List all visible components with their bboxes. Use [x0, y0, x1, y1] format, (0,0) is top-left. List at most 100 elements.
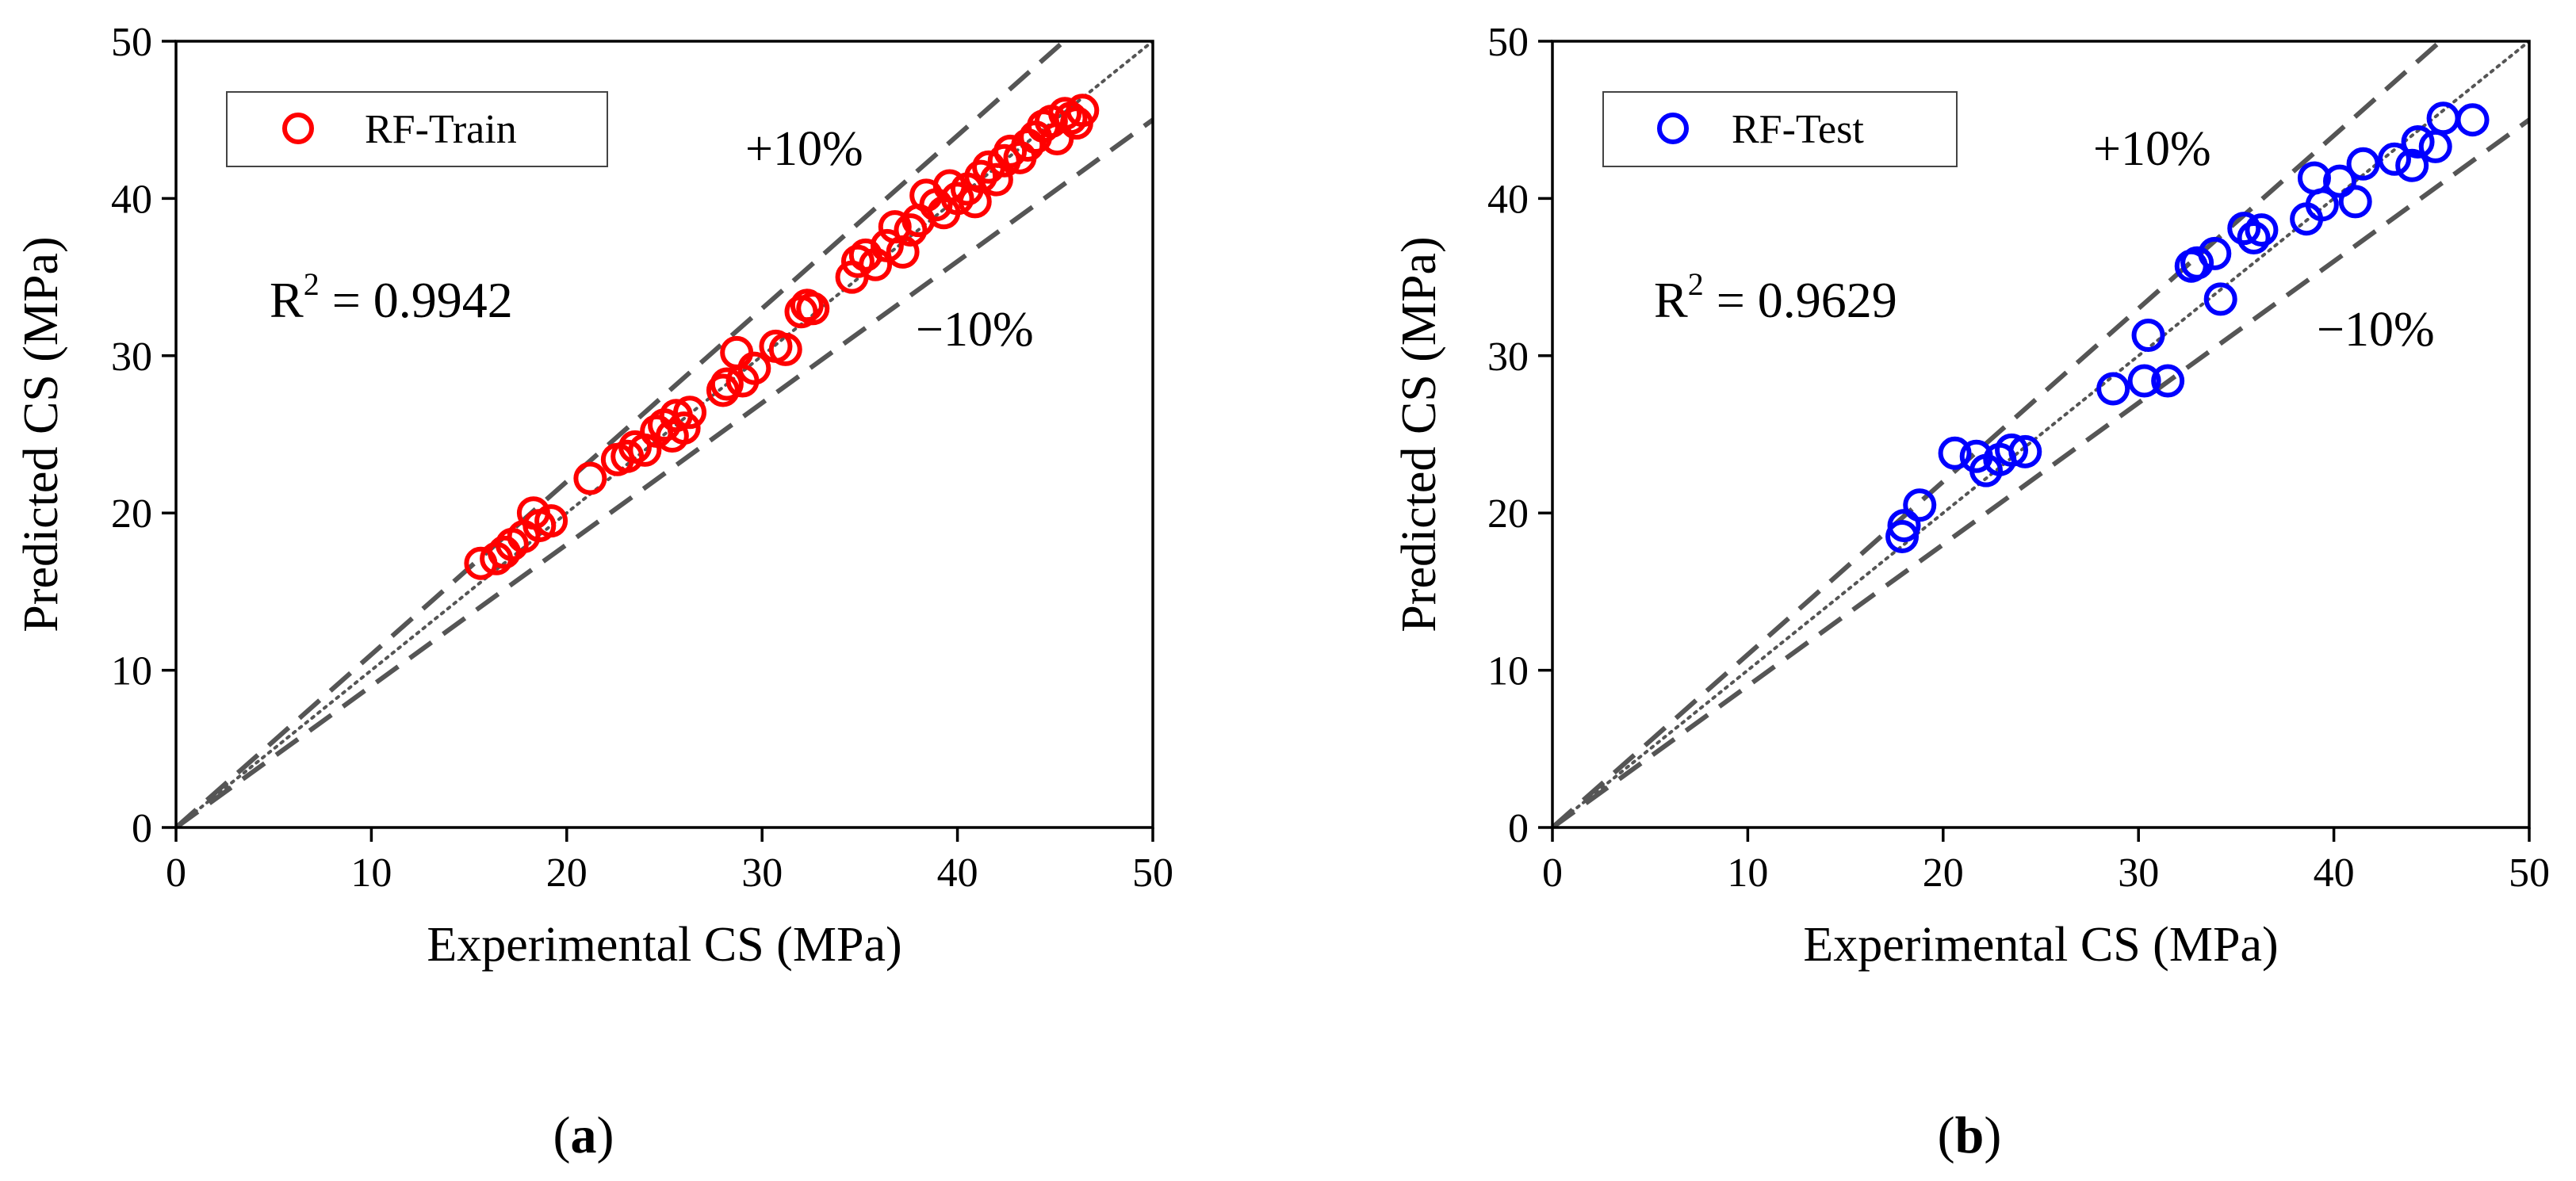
y-tick-label: 20 [111, 491, 152, 537]
y-tick-label: 30 [111, 334, 152, 380]
data-points [464, 94, 1100, 580]
data-point [2305, 188, 2339, 222]
data-point [1938, 436, 1972, 470]
data-point [2322, 164, 2356, 198]
y-tick-label: 50 [1487, 20, 1529, 65]
data-point [979, 162, 1013, 197]
axis-ticks: 0 10 20 30 40 50 0 10 20 30 40 50 [111, 20, 1173, 896]
data-point [1887, 509, 1921, 543]
x-tick-label: 10 [1727, 850, 1768, 896]
x-tick-label: 0 [1542, 850, 1563, 896]
x-tick-label: 20 [1923, 850, 1964, 896]
data-point [796, 292, 830, 326]
data-point [940, 182, 974, 216]
panel-b: 0 10 20 30 40 50 0 10 20 30 40 50 Experimental CS (… [1392, 20, 2550, 1164]
x-tick-label: 50 [2509, 850, 2550, 896]
data-point [1066, 94, 1100, 128]
data-point [894, 213, 928, 247]
data-point [1903, 488, 1937, 522]
y-axis-title: Predicted CS (MPa) [14, 236, 68, 632]
reference-line-identity [1552, 41, 2529, 827]
y-tick-label: 20 [1487, 491, 1529, 537]
data-point [710, 367, 744, 401]
data-point [848, 238, 882, 272]
y-axis-title: Predicted CS (MPa) [1392, 236, 1446, 632]
data-point [2338, 185, 2372, 219]
data-point [2008, 434, 2042, 468]
reference-line-plus-10 [176, 41, 1068, 827]
data-point [720, 335, 754, 369]
legend: RF-Test [1602, 91, 1958, 167]
data-point [573, 461, 607, 495]
plot-frame [174, 40, 1154, 829]
data-point [2377, 142, 2411, 176]
r-squared-superscript: 2 [304, 266, 320, 302]
panel-a: 0 10 20 30 40 50 0 10 20 30 40 50 Experimental CS (… [14, 20, 1173, 1164]
lower-band-label: −10% [2317, 303, 2435, 357]
y-tick-label: 0 [1508, 806, 1529, 851]
data-point [1995, 433, 2029, 467]
lower-band-label: −10% [916, 303, 1034, 357]
data-point [673, 396, 707, 430]
x-tick-label: 40 [937, 850, 978, 896]
data-point [2151, 364, 2185, 398]
r-squared-superscript: 2 [1688, 266, 1704, 302]
data-point [611, 439, 645, 473]
y-tick-label: 0 [132, 806, 152, 851]
data-point [737, 351, 771, 385]
legend-box [226, 91, 608, 167]
legend-marker [1657, 113, 1689, 144]
data-point [534, 504, 568, 538]
y-tick-label: 10 [1487, 649, 1529, 694]
data-point [2237, 221, 2271, 254]
legend-label: RF-Test [1732, 107, 1864, 152]
reference-line-identity [176, 41, 1153, 827]
reference-line-minus-10 [176, 117, 1153, 827]
data-point [2180, 246, 2214, 280]
data-point [886, 235, 920, 269]
legend-box [1602, 91, 1958, 167]
upper-band-label: +10% [745, 122, 863, 176]
x-tick-label: 30 [2118, 850, 2159, 896]
legend-label: RF-Train [365, 107, 517, 152]
r-squared-label: R2 = 0.9629 [1654, 266, 1897, 328]
x-tick-label: 0 [166, 850, 186, 896]
panel-label-b: (b) [1938, 1106, 2002, 1164]
x-tick-label: 10 [350, 850, 392, 896]
data-point [2426, 101, 2460, 136]
r-squared-label: R2 = 0.9942 [270, 266, 513, 328]
x-tick-label: 50 [1132, 850, 1173, 896]
data-point [2401, 124, 2435, 159]
y-tick-label: 30 [1487, 334, 1529, 380]
reference-lines [176, 41, 1153, 827]
x-tick-label: 40 [2314, 850, 2355, 896]
upper-band-label: +10% [2093, 122, 2211, 176]
y-tick-label: 40 [1487, 177, 1529, 222]
data-point [2346, 147, 2380, 181]
r-squared-value: = 0.9629 [1704, 272, 1897, 328]
x-tick-label: 20 [546, 850, 588, 896]
reference-line-minus-10 [1552, 117, 2529, 827]
x-tick-label: 30 [741, 850, 783, 896]
plot-frame [1551, 40, 2531, 829]
r-squared-r: R [270, 272, 304, 328]
data-point [2418, 129, 2452, 163]
data-point [2455, 103, 2490, 137]
data-point [2203, 282, 2237, 316]
data-point [840, 244, 875, 278]
data-point [964, 159, 998, 193]
data-point [768, 332, 802, 366]
y-tick-label: 40 [111, 177, 152, 222]
reference-line-plus-10 [1552, 41, 2444, 827]
data-point [2127, 364, 2161, 398]
axis-ticks: 0 10 20 30 40 50 0 10 20 30 40 50 [1487, 20, 2550, 896]
data-point [2395, 148, 2429, 182]
data-point [667, 411, 701, 445]
r-squared-value: = 0.9942 [320, 272, 513, 328]
y-tick-label: 50 [111, 20, 152, 65]
data-points [1885, 101, 2490, 553]
data-point [870, 228, 904, 262]
data-point [2198, 236, 2232, 270]
data-point [2245, 213, 2279, 247]
